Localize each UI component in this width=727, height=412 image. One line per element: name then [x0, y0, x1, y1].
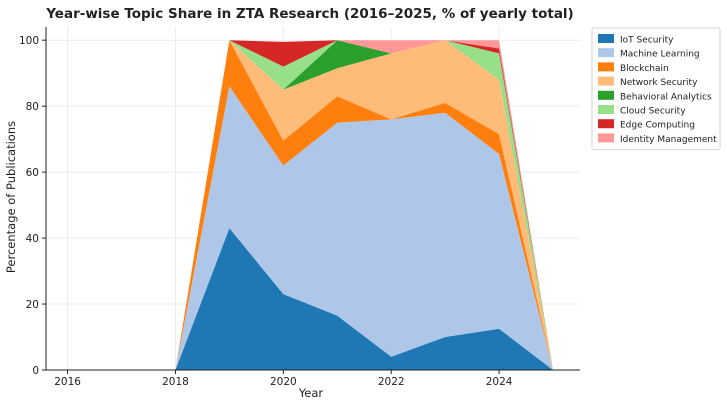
x-tick-label: 2024 — [486, 376, 513, 388]
legend-swatch — [598, 76, 614, 86]
legend-label: Behavioral Analytics — [620, 92, 712, 102]
legend-label: Network Security — [620, 78, 698, 88]
legend-swatch — [598, 133, 614, 143]
legend-label: Identity Management — [620, 135, 717, 145]
plot-areas — [67, 40, 554, 371]
area-machine-learning — [67, 86, 554, 371]
y-tick-label: 100 — [19, 35, 39, 47]
legend-swatch — [598, 90, 614, 100]
y-tick-label: 60 — [26, 167, 39, 179]
legend-swatch — [598, 105, 614, 114]
x-tick-label: 2022 — [378, 376, 405, 388]
legend-swatch — [598, 48, 614, 58]
legend-label: Blockchain — [620, 64, 669, 74]
legend-label: Edge Computing — [620, 121, 695, 131]
y-tick-label: 80 — [26, 101, 39, 113]
x-tick-label: 2018 — [162, 376, 189, 388]
legend-swatch — [598, 62, 614, 72]
y-tick-label: 20 — [26, 299, 39, 311]
chart-title: Year-wise Topic Share in ZTA Research (2… — [45, 6, 573, 22]
y-axis-label: Percentage of Publications — [4, 121, 18, 273]
legend-label: IoT Security — [620, 36, 674, 46]
x-axis-label: Year — [298, 386, 324, 400]
legend-label: Machine Learning — [620, 50, 700, 60]
x-tick-label: 2020 — [270, 376, 297, 388]
legend-swatch — [598, 34, 614, 43]
legend-swatch — [598, 119, 614, 129]
x-tick-label: 2016 — [54, 376, 81, 388]
legend-label: Cloud Security — [620, 107, 686, 117]
y-tick-label: 40 — [26, 233, 39, 245]
axes: 2016 2018 2020 2022 2024 0 20 40 60 80 100 — [19, 27, 580, 388]
y-tick-label: 0 — [32, 365, 39, 377]
legend: IoT Security Machine Learning Blockchain Ne… — [591, 27, 721, 151]
area-blockchain — [67, 40, 554, 370]
area-network-security — [67, 40, 554, 370]
legend-box — [591, 27, 721, 151]
area-iot-security — [67, 228, 554, 370]
